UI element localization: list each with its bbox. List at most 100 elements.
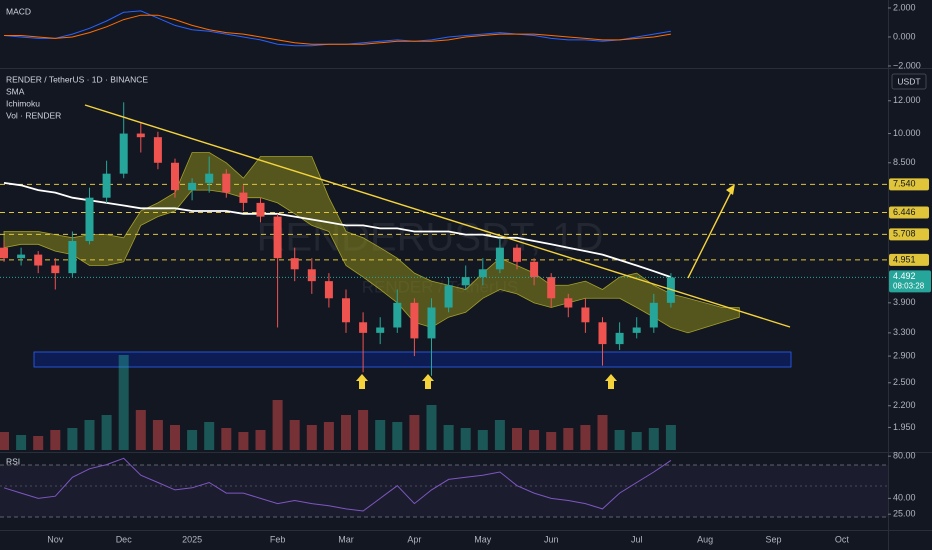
chart-title: RENDER / TetherUS · 1D · BINANCE xyxy=(6,74,148,84)
candle-body xyxy=(649,302,658,328)
volume-bar xyxy=(33,436,44,450)
up-arrow xyxy=(356,374,368,389)
last-price-box xyxy=(889,270,931,293)
volume-bar xyxy=(323,422,334,450)
x-tick-label: Jul xyxy=(631,534,643,544)
candle-body xyxy=(205,173,214,183)
up-arrow xyxy=(605,374,617,389)
panel-title: RSI xyxy=(6,456,20,466)
candle-body xyxy=(171,162,179,191)
currency-box[interactable] xyxy=(891,73,927,90)
candle-body xyxy=(530,261,539,278)
y-tick-label: 3.300 xyxy=(893,327,916,337)
candle-body xyxy=(461,277,470,286)
x-tick-label: Oct xyxy=(835,534,850,544)
volume-bar xyxy=(614,430,625,450)
y-tick-label: 80.00 xyxy=(893,451,916,461)
candle-body xyxy=(0,247,8,259)
candle-body xyxy=(136,133,145,138)
y-tick-label: 2.000 xyxy=(893,2,916,12)
level-label: 4.951 xyxy=(893,254,916,264)
level-label-box xyxy=(889,253,929,266)
volume-bar xyxy=(306,425,317,450)
volume-bar xyxy=(238,432,249,450)
support-zone xyxy=(33,351,792,368)
volume-bar xyxy=(580,425,591,450)
indicator-label: Ichimoku xyxy=(6,98,40,108)
x-tick-label: Sep xyxy=(765,534,781,544)
level-label: 6.446 xyxy=(893,207,916,217)
y-tick-label: 40.00 xyxy=(893,493,916,503)
candle-body xyxy=(393,302,402,328)
y-tick-label: 12.000 xyxy=(893,95,921,105)
candle-body xyxy=(273,216,282,259)
indicator-label: Vol · RENDER xyxy=(6,110,61,120)
volume-bar xyxy=(221,428,232,450)
panel-title: MACD xyxy=(6,6,31,16)
volume-bar xyxy=(494,420,505,450)
volume-bar xyxy=(187,430,198,450)
x-tick-label: Nov xyxy=(47,534,64,544)
projection-arrow xyxy=(687,189,733,279)
candle-body xyxy=(256,202,265,217)
candle-body xyxy=(410,302,419,339)
candle-body xyxy=(324,281,333,299)
countdown: 08:03:28 xyxy=(893,282,925,291)
candle-body xyxy=(239,192,248,203)
macd-line xyxy=(4,14,671,45)
candle-body xyxy=(17,254,26,259)
last-price-label: 4.492 xyxy=(893,271,916,281)
candle-body xyxy=(359,322,368,333)
volume-bar xyxy=(477,430,488,450)
y-tick-label: 8.500 xyxy=(893,157,916,167)
candle-body xyxy=(478,269,487,278)
volume-bar xyxy=(546,432,557,450)
candle-body xyxy=(188,182,197,191)
candle-body xyxy=(153,137,162,163)
y-tick-label: −2.000 xyxy=(893,60,921,70)
x-tick-label: Feb xyxy=(270,534,286,544)
drawings xyxy=(84,104,791,389)
candle-body xyxy=(376,327,385,333)
volume-bar xyxy=(443,425,454,450)
volume-bar xyxy=(289,420,300,450)
candle-body xyxy=(119,133,128,174)
candle-body xyxy=(444,285,453,308)
candle-body xyxy=(307,269,316,282)
volume-bar xyxy=(631,432,642,450)
volume-bar xyxy=(409,415,420,450)
y-tick-label: 1.950 xyxy=(893,422,916,432)
currency[interactable]: USDT xyxy=(897,76,920,86)
level-label: 7.540 xyxy=(893,179,916,189)
indicator-label: SMA xyxy=(6,86,25,96)
y-tick-label: 0.000 xyxy=(893,31,916,41)
trendline xyxy=(84,104,791,328)
candle-body xyxy=(513,247,521,262)
volume-bar xyxy=(204,422,215,450)
y-tick-label: 10.000 xyxy=(893,128,921,138)
volume-bar xyxy=(597,415,608,450)
volume-bar xyxy=(272,400,283,450)
volume-bar xyxy=(170,425,180,450)
volume-bar xyxy=(392,422,403,450)
level-label-box xyxy=(889,206,929,219)
x-tick-label: Jun xyxy=(544,534,559,544)
candle-body xyxy=(51,265,60,274)
candle-body xyxy=(581,307,590,323)
candle-body xyxy=(564,298,573,308)
rsi-line xyxy=(3,457,672,512)
volume-bar xyxy=(529,430,540,450)
volume-bar xyxy=(16,435,27,450)
up-arrow xyxy=(422,374,434,389)
volume-bar xyxy=(648,428,659,450)
candle-body xyxy=(34,254,43,266)
volume-bar xyxy=(67,428,78,450)
volume-bar xyxy=(152,420,163,450)
sma-line xyxy=(3,182,672,278)
candle-body xyxy=(342,298,350,323)
y-tick-label: 2.200 xyxy=(893,400,916,410)
candle-body xyxy=(102,173,111,198)
y-tick-label: 3.900 xyxy=(893,297,916,307)
x-tick-label: Dec xyxy=(116,534,133,544)
